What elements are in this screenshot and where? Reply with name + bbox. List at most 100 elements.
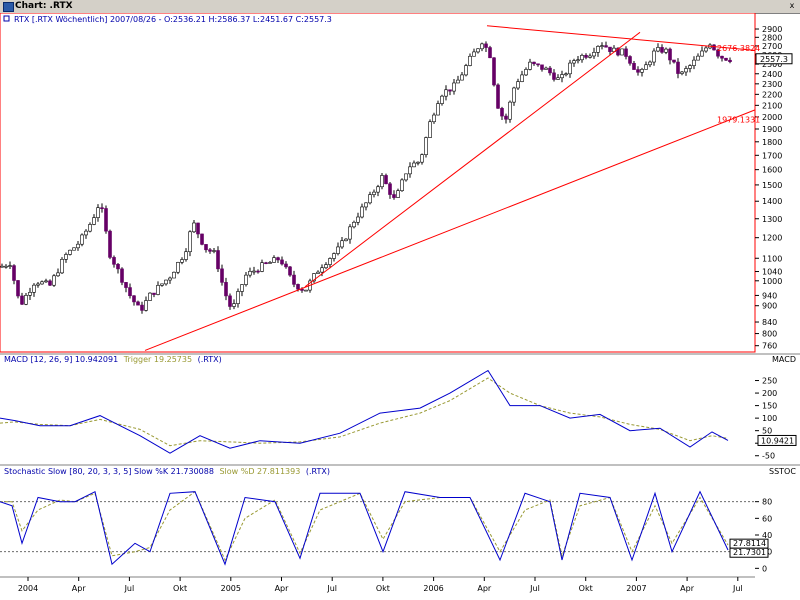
price-tick-label: 1600 bbox=[762, 166, 782, 175]
candle bbox=[176, 261, 180, 275]
candle bbox=[288, 266, 292, 277]
candle bbox=[136, 300, 140, 306]
macd-legend: MACD [12, 26, 9] 10.942091 Trigger 19.25… bbox=[4, 355, 222, 364]
stochastic-d-last-value: 27.8114 bbox=[733, 539, 766, 548]
trendline[interactable] bbox=[486, 25, 756, 51]
price-tick: 1000 bbox=[755, 277, 782, 286]
svg-text:MACD [12, 26, 9] 10.942091: MACD [12, 26, 9] 10.942091 Trigger 19.25… bbox=[4, 355, 222, 364]
candle bbox=[168, 276, 172, 284]
candle bbox=[420, 153, 424, 165]
time-tick-label: 2006 bbox=[423, 584, 443, 593]
candle bbox=[192, 219, 196, 234]
price-tick-label: 2900 bbox=[762, 25, 782, 34]
stochastic-legend-symbol: (.RTX) bbox=[306, 467, 330, 476]
candle bbox=[344, 238, 348, 242]
macd-last-box bbox=[757, 434, 797, 446]
price-tick: 1800 bbox=[755, 138, 782, 147]
candle bbox=[24, 293, 28, 306]
candle bbox=[624, 46, 628, 60]
close-button[interactable]: x bbox=[789, 1, 795, 10]
candle bbox=[268, 260, 272, 264]
price-pane[interactable]: 2900280027002600250024002300220021002000… bbox=[0, 13, 793, 353]
candle bbox=[40, 280, 44, 285]
candle bbox=[556, 74, 560, 80]
candle bbox=[8, 261, 12, 269]
time-axis: 2004 Apr Jul Okt 2005 Apr Jul Okt 2006 Apr Jul Okt 2… bbox=[0, 576, 755, 593]
price-last-value: 2557.3 bbox=[760, 55, 788, 64]
price-tick-label: 2500 bbox=[762, 60, 782, 69]
trendline[interactable] bbox=[144, 109, 756, 351]
candle bbox=[400, 178, 404, 192]
price-tick: 900 bbox=[755, 302, 777, 311]
time-tick-label: Okt bbox=[579, 584, 593, 593]
macd-tick-label: -50 bbox=[762, 452, 775, 461]
macd-tick-label: 50 bbox=[762, 427, 772, 436]
candle bbox=[520, 70, 524, 83]
candle bbox=[720, 55, 724, 62]
candle bbox=[484, 41, 488, 53]
candle bbox=[552, 69, 556, 82]
candle bbox=[220, 264, 224, 286]
time-tick: Apr bbox=[72, 577, 87, 593]
candle bbox=[60, 257, 64, 274]
window-title: Chart: .RTX bbox=[15, 1, 73, 11]
time-tick: 2007 bbox=[626, 577, 647, 593]
time-tick-label: Apr bbox=[275, 584, 290, 593]
candle bbox=[152, 292, 156, 298]
candle bbox=[356, 212, 360, 226]
candle bbox=[696, 53, 700, 61]
price-tick: 840 bbox=[755, 318, 777, 327]
candle bbox=[588, 53, 592, 59]
candle bbox=[260, 259, 264, 273]
trendline[interactable] bbox=[304, 31, 641, 288]
price-tick-label: 1200 bbox=[762, 234, 782, 243]
candle bbox=[4, 264, 8, 269]
candle bbox=[236, 288, 240, 308]
candle bbox=[180, 257, 184, 265]
chart-canvas[interactable]: 2900280027002600250024002300220021002000… bbox=[0, 13, 800, 600]
macd-title: MACD bbox=[772, 355, 796, 364]
candle bbox=[92, 214, 96, 226]
price-tick-label: 1500 bbox=[762, 181, 782, 190]
price-tick: 1600 bbox=[755, 166, 782, 175]
candle bbox=[360, 203, 364, 219]
candle bbox=[496, 83, 500, 109]
time-tick-label: 2007 bbox=[626, 584, 646, 593]
candle bbox=[460, 72, 464, 81]
candle bbox=[352, 220, 356, 229]
candle bbox=[432, 112, 436, 124]
stochastic-legend-main: Stochastic Slow [80, 20, 3, 3, 5] Slow %… bbox=[4, 467, 214, 476]
candle bbox=[680, 70, 684, 76]
candle bbox=[208, 247, 212, 254]
macd-last-tag: 10.9421 bbox=[757, 434, 797, 446]
candle bbox=[140, 301, 144, 314]
candle bbox=[576, 56, 580, 64]
candle bbox=[544, 66, 548, 70]
stochastic-pane[interactable]: SSTOC Stochastic Slow [80, 20, 3, 3, 5] … bbox=[0, 464, 800, 573]
stochastic-tick: 0 bbox=[755, 564, 767, 573]
candle bbox=[44, 278, 48, 283]
candle bbox=[204, 244, 208, 253]
time-tick: Apr bbox=[680, 577, 695, 593]
stochastic-k-last-box bbox=[729, 547, 769, 558]
candle bbox=[36, 281, 40, 288]
time-tick-label: Jul bbox=[529, 584, 540, 593]
candle bbox=[584, 53, 588, 60]
title-bar[interactable]: Chart: .RTX x bbox=[0, 0, 800, 14]
candle bbox=[368, 191, 372, 205]
time-tick-label: Apr bbox=[72, 584, 87, 593]
time-tick: Jul bbox=[124, 577, 134, 593]
candle bbox=[212, 248, 216, 254]
price-tick: 2300 bbox=[755, 80, 782, 89]
price-tick-label: 940 bbox=[762, 291, 777, 300]
price-trendlines[interactable] bbox=[144, 25, 756, 351]
stochastic-legend-d: Slow %D 27.811393 bbox=[219, 467, 300, 476]
candle bbox=[148, 292, 152, 301]
price-axis: 2900280027002600250024002300220021002000… bbox=[755, 25, 782, 351]
candle bbox=[328, 257, 332, 269]
macd-pane[interactable]: MACD MACD [12, 26, 9] 10.942091 Trigger … bbox=[0, 353, 800, 461]
price-tick-label: 840 bbox=[762, 318, 777, 327]
price-tick-label: 1800 bbox=[762, 138, 782, 147]
price-last-box bbox=[755, 53, 793, 65]
